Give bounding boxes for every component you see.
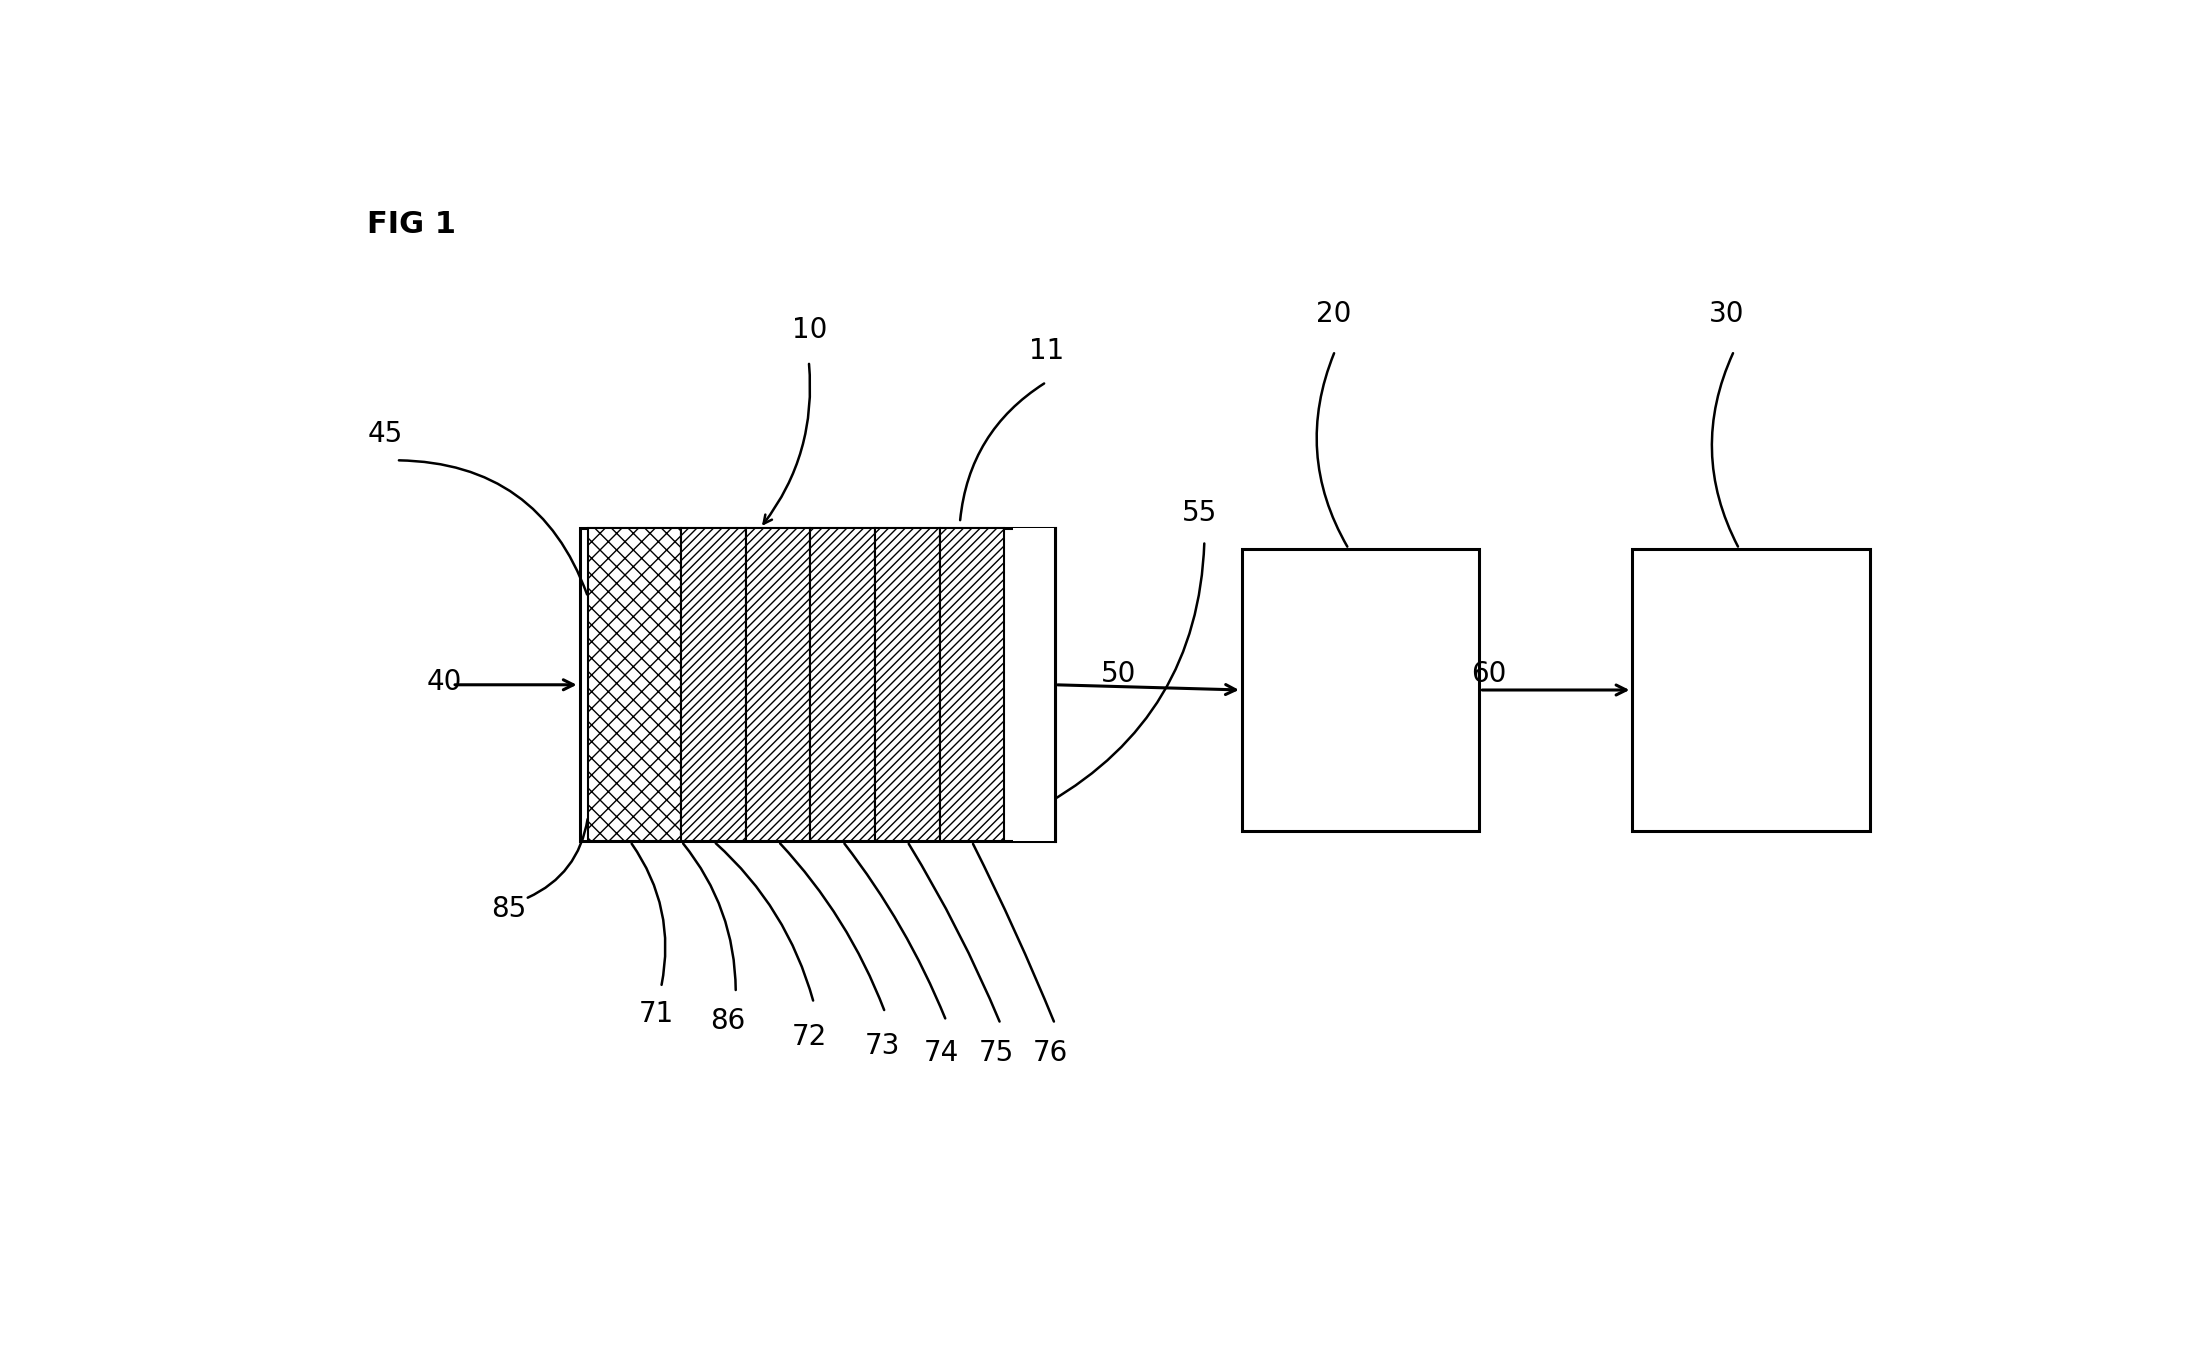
- Bar: [681, 529, 745, 841]
- Text: 11: 11: [1030, 336, 1065, 365]
- Bar: [1632, 549, 1871, 831]
- Text: 76: 76: [1032, 1039, 1069, 1067]
- Text: 72: 72: [791, 1022, 826, 1051]
- Bar: [578, 529, 1056, 841]
- Bar: [940, 529, 1003, 841]
- Text: 86: 86: [710, 1008, 745, 1035]
- Text: 50: 50: [1100, 660, 1137, 689]
- Text: 10: 10: [791, 316, 828, 344]
- Text: 85: 85: [491, 895, 526, 923]
- Bar: [811, 529, 874, 841]
- Text: 55: 55: [1183, 499, 1218, 526]
- Text: 30: 30: [1709, 300, 1744, 328]
- Bar: [1242, 549, 1479, 831]
- Bar: [587, 529, 681, 841]
- Text: FIG 1: FIG 1: [368, 210, 456, 239]
- Text: 74: 74: [925, 1039, 960, 1067]
- Text: 73: 73: [865, 1032, 901, 1060]
- Text: 45: 45: [368, 420, 403, 449]
- Text: 20: 20: [1317, 300, 1352, 328]
- Bar: [745, 529, 811, 841]
- Text: 71: 71: [640, 999, 675, 1028]
- Bar: [874, 529, 940, 841]
- Bar: [1012, 529, 1056, 841]
- Text: 60: 60: [1470, 660, 1507, 689]
- Text: 40: 40: [427, 667, 462, 696]
- Text: 75: 75: [979, 1039, 1014, 1067]
